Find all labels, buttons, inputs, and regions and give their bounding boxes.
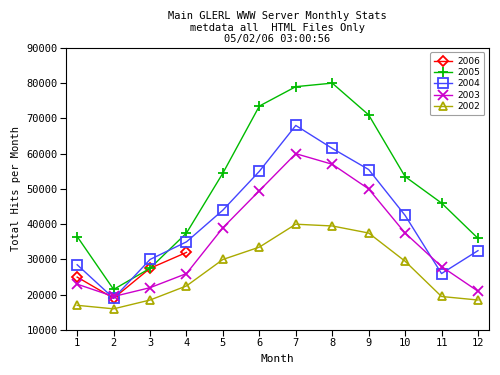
2005: [147, 266, 153, 270]
2003: [147, 285, 153, 290]
2003: [475, 289, 481, 294]
2006: [74, 275, 80, 279]
2002: [366, 231, 372, 235]
2005: [438, 201, 444, 205]
Line: 2006: 2006: [74, 249, 190, 302]
2004: [366, 167, 372, 172]
2002: [475, 298, 481, 302]
2005: [256, 104, 262, 108]
2002: [184, 284, 190, 288]
2006: [147, 266, 153, 270]
Title: Main GLERL WWW Server Monthly Stats
metdata all  HTML Files Only
05/02/06 03:00:: Main GLERL WWW Server Monthly Stats metd…: [168, 11, 387, 44]
2005: [293, 84, 299, 89]
2006: [184, 250, 190, 255]
2005: [366, 112, 372, 117]
2003: [366, 187, 372, 191]
2004: [220, 208, 226, 212]
Line: 2005: 2005: [72, 78, 483, 294]
2002: [110, 307, 116, 311]
2003: [438, 264, 444, 269]
2003: [293, 152, 299, 156]
2005: [475, 236, 481, 240]
2002: [74, 303, 80, 307]
2004: [256, 169, 262, 174]
2003: [220, 225, 226, 230]
Line: 2002: 2002: [73, 220, 482, 313]
2003: [110, 294, 116, 299]
2004: [438, 272, 444, 276]
2003: [402, 231, 408, 235]
2002: [147, 298, 153, 302]
2004: [74, 262, 80, 267]
2004: [110, 296, 116, 300]
2005: [184, 231, 190, 235]
2002: [438, 294, 444, 299]
2004: [293, 123, 299, 128]
Y-axis label: Total Hits per Month: Total Hits per Month: [11, 126, 21, 251]
2002: [329, 224, 335, 228]
X-axis label: Month: Month: [260, 354, 294, 364]
Line: 2003: 2003: [72, 149, 483, 302]
2005: [329, 81, 335, 86]
Legend: 2006, 2005, 2004, 2003, 2002: 2006, 2005, 2004, 2003, 2002: [430, 53, 484, 116]
2002: [293, 222, 299, 226]
2006: [110, 296, 116, 300]
2004: [184, 240, 190, 244]
2003: [329, 162, 335, 166]
2003: [256, 189, 262, 193]
2002: [402, 259, 408, 264]
2005: [402, 174, 408, 179]
2005: [74, 234, 80, 239]
2002: [220, 257, 226, 262]
2004: [475, 248, 481, 253]
2005: [110, 287, 116, 292]
2004: [147, 257, 153, 262]
2004: [329, 146, 335, 151]
2004: [402, 213, 408, 217]
2005: [220, 171, 226, 176]
2003: [184, 272, 190, 276]
2003: [74, 282, 80, 286]
Line: 2004: 2004: [72, 121, 483, 303]
2002: [256, 245, 262, 249]
